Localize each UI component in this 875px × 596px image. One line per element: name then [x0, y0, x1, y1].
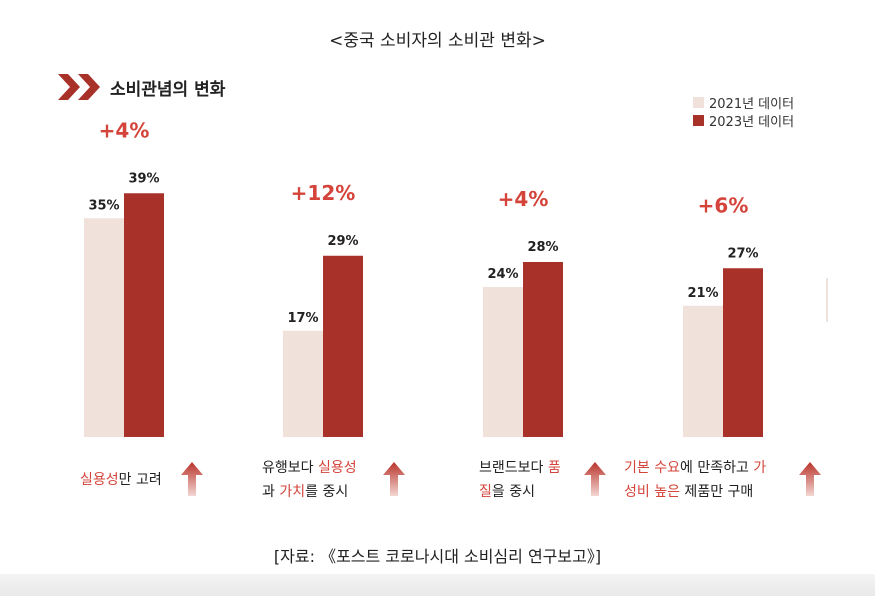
value-label-2021: 24% — [487, 267, 518, 282]
caption-text: 유행보다 — [262, 460, 318, 476]
value-label-2021: 21% — [687, 286, 718, 301]
category-caption-1: 실용성만 고려 — [80, 468, 162, 492]
caption-text: 브랜드보다 — [479, 460, 548, 476]
value-label-2021: 35% — [88, 198, 119, 213]
bar-chart: 35% 39% +4% 17% 29% +12% 24% 28% +4% 21% 27% +6% — [84, 118, 763, 437]
bar-2021 — [283, 330, 323, 437]
divider — [826, 278, 828, 322]
bar-2023 — [723, 268, 763, 437]
caption-highlight: 가치 — [279, 484, 306, 500]
bar-2023 — [124, 193, 164, 437]
change-label: +12% — [291, 181, 356, 205]
change-label: +6% — [698, 193, 749, 217]
caption-line: 유행보다 실용성 — [262, 456, 357, 480]
page-title: <중국 소비자의 소비관 변화> — [329, 31, 546, 51]
caption-line: 기본 수요에 만족하고 가 — [624, 456, 766, 480]
category-caption-2: 유행보다 실용성 과 가치를 중시 — [262, 456, 357, 504]
legend-swatch-2021 — [693, 97, 704, 108]
category-caption-4: 기본 수요에 만족하고 가 성비 높은 제품만 구매 — [624, 456, 766, 504]
source-note: [자료: 《포스트 코로나시대 소비심리 연구보고》] — [273, 547, 602, 566]
caption-text: 제품만 구매 — [679, 484, 754, 500]
increase-arrow-icon — [584, 462, 606, 496]
caption-line: 브랜드보다 품 — [479, 456, 561, 480]
value-label-2023: 28% — [527, 240, 558, 255]
section-title: 소비관념의 변화 — [110, 80, 226, 100]
caption-highlight: 실용성 — [317, 460, 357, 476]
caption-highlight: 실용성 — [80, 472, 119, 488]
caption-text: 을 중시 — [491, 484, 535, 500]
chevron-right-icon — [58, 74, 100, 100]
category-caption-3: 브랜드보다 품 질을 중시 — [479, 456, 561, 504]
value-label-2023: 27% — [727, 246, 758, 261]
value-label-2023: 39% — [128, 171, 159, 186]
bar-2023 — [323, 255, 363, 437]
legend-item-2023: 2023년 데이터 — [693, 111, 794, 130]
caption-line: 실용성만 고려 — [80, 468, 162, 492]
legend-label-2021: 2021년 데이터 — [709, 97, 795, 112]
caption-highlight: 질 — [479, 484, 492, 500]
bar-2023 — [523, 262, 563, 437]
value-label-2023: 29% — [327, 234, 358, 249]
change-label: +4% — [498, 187, 549, 211]
caption-text: 과 — [262, 484, 280, 500]
bottom-band — [0, 574, 875, 596]
bar-2021 — [483, 287, 523, 437]
bar-2021 — [84, 218, 124, 437]
caption-highlight: 가 — [753, 460, 767, 476]
caption-line: 질을 중시 — [479, 480, 561, 504]
caption-highlight: 성비 높은 — [624, 484, 680, 500]
caption-line: 성비 높은 제품만 구매 — [624, 480, 766, 504]
caption-line: 과 가치를 중시 — [262, 480, 357, 504]
value-label-2021: 17% — [287, 311, 318, 326]
legend-item-2021: 2021년 데이터 — [693, 93, 794, 112]
increase-arrow-icon — [181, 462, 203, 496]
caption-highlight: 품 — [547, 460, 561, 476]
caption-text: 를 중시 — [305, 484, 349, 500]
caption-text: 만 고려 — [118, 472, 162, 488]
caption-text: 에 만족하고 — [679, 460, 754, 476]
caption-highlight: 기본 수요 — [624, 460, 680, 476]
bar-2021 — [683, 305, 723, 437]
change-label: +4% — [99, 118, 150, 142]
legend-label-2023: 2023년 데이터 — [709, 115, 795, 130]
increase-arrow-icon — [383, 462, 405, 496]
legend-swatch-2023 — [693, 115, 704, 126]
increase-arrow-icon — [799, 462, 821, 496]
